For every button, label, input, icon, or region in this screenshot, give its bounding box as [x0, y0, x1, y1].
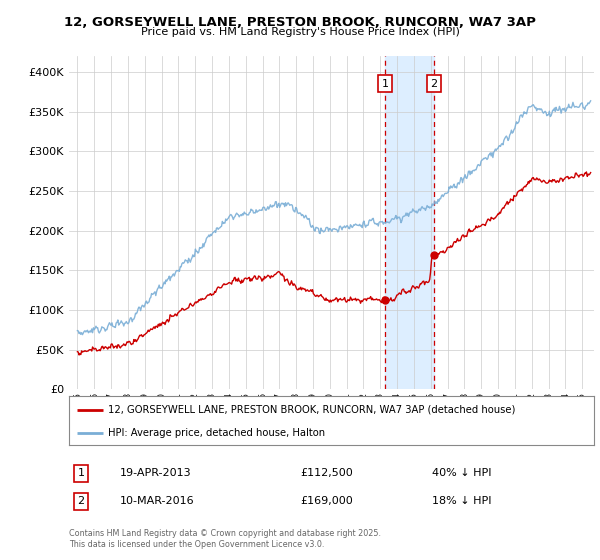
Text: 2: 2 — [77, 496, 85, 506]
Text: 12, GORSEYWELL LANE, PRESTON BROOK, RUNCORN, WA7 3AP (detached house): 12, GORSEYWELL LANE, PRESTON BROOK, RUNC… — [109, 405, 516, 415]
Text: £169,000: £169,000 — [300, 496, 353, 506]
Text: 1: 1 — [77, 468, 85, 478]
Text: 1: 1 — [382, 79, 389, 89]
Bar — [385, 56, 434, 389]
Text: 12, GORSEYWELL LANE, PRESTON BROOK, RUNCORN, WA7 3AP: 12, GORSEYWELL LANE, PRESTON BROOK, RUNC… — [64, 16, 536, 29]
Text: 19-APR-2013: 19-APR-2013 — [120, 468, 191, 478]
Text: £112,500: £112,500 — [300, 468, 353, 478]
Text: 40% ↓ HPI: 40% ↓ HPI — [432, 468, 491, 478]
Text: 10-MAR-2016: 10-MAR-2016 — [120, 496, 194, 506]
Text: 2: 2 — [430, 79, 437, 89]
Text: Price paid vs. HM Land Registry's House Price Index (HPI): Price paid vs. HM Land Registry's House … — [140, 27, 460, 37]
Text: HPI: Average price, detached house, Halton: HPI: Average price, detached house, Halt… — [109, 428, 325, 438]
Text: 18% ↓ HPI: 18% ↓ HPI — [432, 496, 491, 506]
Text: Contains HM Land Registry data © Crown copyright and database right 2025.
This d: Contains HM Land Registry data © Crown c… — [69, 529, 381, 549]
